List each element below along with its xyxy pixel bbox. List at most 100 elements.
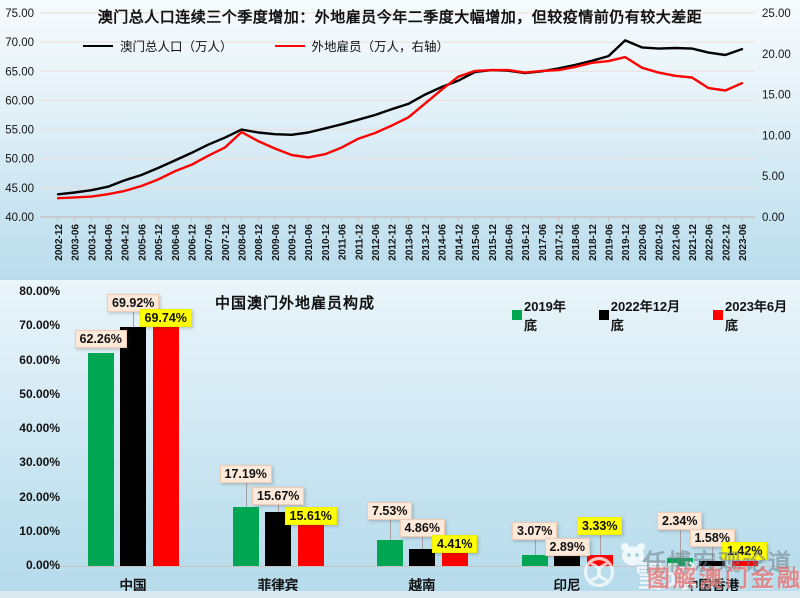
x-axis-label: 2013-06	[404, 224, 415, 261]
x-axis-label: 2003-12	[87, 224, 98, 261]
x-axis-label: 2007-12	[221, 224, 232, 261]
bar-chart-title: 中国澳门外地雇员构成	[215, 295, 376, 312]
category-label-印尼: 印尼	[553, 578, 581, 593]
x-axis-label: 2004-12	[121, 224, 132, 261]
x-axis-label: 2008-06	[238, 224, 249, 261]
population-line-sample	[83, 44, 113, 47]
y-axis-tick-label: 50.00%	[19, 386, 60, 401]
bar-2019年底-中国香港	[666, 557, 693, 566]
legend-label-2023-06: 2023年6月底	[725, 299, 788, 333]
bar-value-label: 4.86%	[399, 519, 445, 538]
x-axis-label: 2012-12	[388, 224, 399, 261]
x-axis-line	[60, 566, 792, 567]
x-axis-label: 2020-12	[655, 224, 666, 261]
legend-label-population: 澳门总人口（万人）	[120, 40, 233, 54]
x-axis-label: 2019-12	[621, 224, 632, 261]
bar-2019年底-菲律宾	[232, 507, 259, 566]
line-chart-panel: 40.00 45.00 50.00 55.00 60.00 65.00 70.00 75.00…	[0, 0, 800, 280]
label-leader-line	[534, 540, 536, 556]
x-axis-label: 2006-06	[171, 224, 182, 261]
x-axis-label: 2016-06	[504, 224, 515, 261]
x-axis-label: 2019-06	[605, 224, 616, 261]
bar-chart-legend: 2019年底 2022年12月底 2023年6月底	[512, 296, 800, 334]
bar-value-label: 62.26%	[74, 329, 127, 348]
x-axis-label: 2021-12	[688, 224, 699, 261]
category-label-中国: 中国	[119, 578, 147, 593]
bar-value-label: 1.42%	[722, 542, 768, 561]
legend-label-foreign-workers: 外地雇员（万人，右轴）	[311, 40, 450, 54]
x-axis-label: 2011-06	[338, 224, 349, 261]
x-axis-label: 2022-12	[721, 224, 732, 261]
right-axis-tick-label: 10.00	[762, 130, 791, 142]
legend-swatch-2022-12	[598, 310, 609, 320]
bar-value-label: 3.07%	[512, 522, 558, 541]
y-axis-tick-label: 30.00%	[19, 455, 60, 470]
legend-label-2022-12: 2022年12月底	[610, 299, 681, 333]
category-label-菲律宾: 菲律宾	[257, 578, 299, 593]
legend-label-2019: 2019年底	[523, 299, 566, 333]
label-leader-line	[679, 529, 681, 558]
y-axis-tick-label: 20.00%	[19, 489, 60, 504]
bar-2022年12月底-中国	[120, 326, 146, 566]
left-axis-tick-label: 40.00	[5, 212, 34, 224]
y-axis-tick-label: 40.00%	[19, 421, 60, 435]
bar-value-label: 69.92%	[107, 293, 160, 312]
bar-2022年12月底-中国香港	[699, 560, 725, 566]
x-axis-label: 2005-06	[137, 224, 148, 261]
x-axis-label: 2015-06	[471, 224, 482, 261]
legend-item-population: 澳门总人口（万人）	[83, 36, 233, 55]
right-axis-tick-label: 20.00	[762, 49, 791, 61]
legend-swatch-2023-06	[713, 310, 723, 320]
x-axis-label: 2023-06	[738, 224, 749, 261]
bar-value-label: 2.89%	[544, 538, 590, 557]
x-axis-label: 2021-06	[671, 224, 682, 261]
legend-item-2022-12: 2022年12月底	[598, 296, 693, 334]
left-axis-tick-label: 45.00	[5, 183, 34, 195]
category-label-越南: 越南	[408, 578, 436, 593]
label-leader-line	[245, 483, 247, 508]
left-axis-tick-label: 60.00	[5, 95, 34, 107]
bar-chart-panel: 中国澳门外地雇员构成 2019年底 2022年12月底 2023年6月底 0.0…	[0, 280, 800, 598]
x-axis-label: 2005-12	[154, 224, 165, 261]
panda-face-icon	[621, 543, 645, 566]
x-axis-label: 2006-12	[187, 224, 198, 261]
x-axis-label: 2007-06	[204, 224, 215, 261]
bar-2023年6月底-中国香港	[731, 561, 758, 566]
x-axis-label: 2011-12	[354, 224, 365, 261]
foreign-workers-line	[56, 55, 744, 200]
right-axis-tick-label: 5.00	[762, 171, 784, 183]
bar-value-label: 69.74%	[139, 309, 192, 328]
bar-2019年底-越南	[376, 540, 403, 566]
bar-value-label: 15.67%	[252, 487, 305, 506]
x-axis-label: 2022-06	[705, 224, 716, 261]
right-axis-tick-label: 25.00	[762, 8, 791, 20]
foreign-workers-line-sample	[274, 44, 305, 47]
x-axis-label: 2020-06	[638, 224, 649, 261]
x-axis-label: 2018-12	[588, 224, 599, 261]
legend-item-2023-06: 2023年6月底	[713, 296, 800, 334]
bar-2019年底-中国	[87, 352, 114, 566]
x-axis-label: 2010-06	[304, 224, 315, 261]
y-axis-tick-label: 0.00%	[25, 558, 60, 572]
line-chart-legend: 澳门总人口（万人） 外地雇员（万人，右轴）	[83, 36, 449, 55]
x-axis-label: 2004-06	[104, 224, 115, 261]
bar-value-label: 17.19%	[219, 465, 272, 484]
label-leader-line	[133, 311, 134, 327]
x-axis-label: 2015-12	[488, 224, 499, 261]
label-leader-line	[599, 534, 601, 555]
y-axis-tick-label: 80.00%	[19, 284, 60, 298]
bar-value-label: 15.61%	[284, 506, 337, 525]
bottom-edge-strip	[0, 591, 800, 598]
bar-value-label: 7.53%	[367, 502, 413, 521]
y-axis-tick-label: 70.00%	[19, 318, 60, 333]
x-axis-label: 2008-12	[254, 224, 265, 261]
left-axis-tick-label: 75.00	[5, 8, 34, 20]
x-axis-label: 2014-12	[454, 224, 465, 261]
label-leader-line	[389, 520, 391, 541]
x-axis-label: 2016-12	[521, 224, 532, 261]
label-leader-line	[422, 537, 423, 550]
x-axis-label: 2012-06	[371, 224, 382, 261]
legend-item-2019: 2019年底	[512, 296, 579, 334]
y-axis-tick-label: 10.00%	[19, 523, 60, 538]
